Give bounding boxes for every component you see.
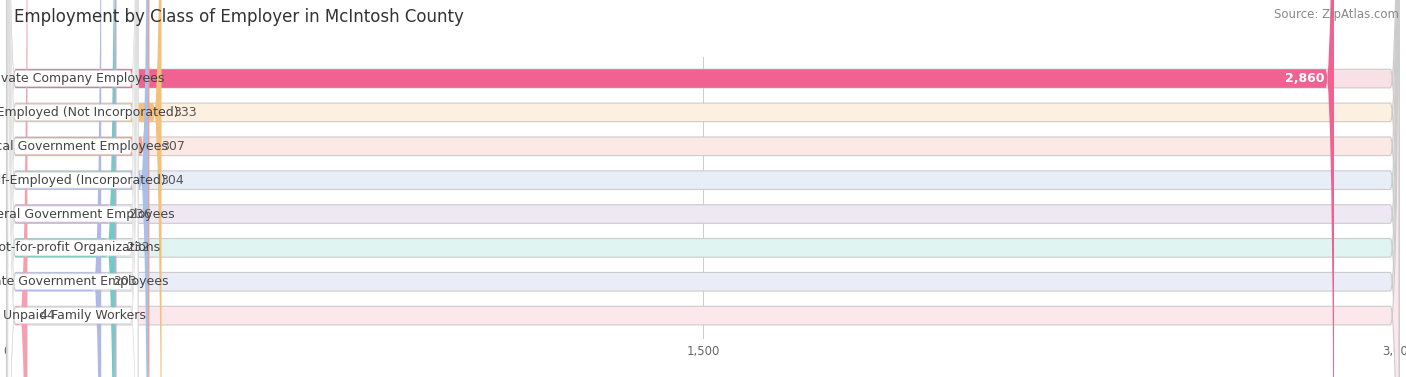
Text: 333: 333 [173,106,197,119]
Text: 2,860: 2,860 [1285,72,1324,85]
FancyBboxPatch shape [7,0,1399,377]
FancyBboxPatch shape [7,0,115,377]
Text: 304: 304 [160,174,183,187]
FancyBboxPatch shape [7,0,1399,377]
FancyBboxPatch shape [7,0,1399,377]
Text: Employment by Class of Employer in McIntosh County: Employment by Class of Employer in McInt… [14,8,464,26]
FancyBboxPatch shape [7,0,101,377]
FancyBboxPatch shape [8,0,138,377]
Text: Private Company Employees: Private Company Employees [0,72,165,85]
Text: Not-for-profit Organizations: Not-for-profit Organizations [0,241,160,254]
FancyBboxPatch shape [7,0,28,377]
Text: Source: ZipAtlas.com: Source: ZipAtlas.com [1274,8,1399,20]
FancyBboxPatch shape [8,0,138,377]
FancyBboxPatch shape [7,0,162,377]
FancyBboxPatch shape [7,0,1399,377]
Text: 232: 232 [127,241,150,254]
Text: Federal Government Employees: Federal Government Employees [0,207,174,221]
FancyBboxPatch shape [8,0,138,377]
FancyBboxPatch shape [7,0,1399,377]
FancyBboxPatch shape [8,0,138,377]
Text: 236: 236 [128,207,152,221]
FancyBboxPatch shape [8,0,138,377]
FancyBboxPatch shape [8,0,138,377]
Text: 307: 307 [162,140,186,153]
Text: Self-Employed (Incorporated): Self-Employed (Incorporated) [0,174,166,187]
Text: Unpaid Family Workers: Unpaid Family Workers [3,309,146,322]
Text: 44: 44 [39,309,55,322]
FancyBboxPatch shape [7,0,1334,377]
FancyBboxPatch shape [7,0,1399,377]
Text: 203: 203 [112,275,136,288]
FancyBboxPatch shape [7,0,148,377]
Text: Self-Employed (Not Incorporated): Self-Employed (Not Incorporated) [0,106,179,119]
FancyBboxPatch shape [7,0,1399,377]
FancyBboxPatch shape [8,0,138,377]
Text: Local Government Employees: Local Government Employees [0,140,167,153]
FancyBboxPatch shape [7,0,149,377]
FancyBboxPatch shape [7,0,117,377]
FancyBboxPatch shape [7,0,1399,377]
FancyBboxPatch shape [8,0,138,377]
Text: State Government Employees: State Government Employees [0,275,169,288]
